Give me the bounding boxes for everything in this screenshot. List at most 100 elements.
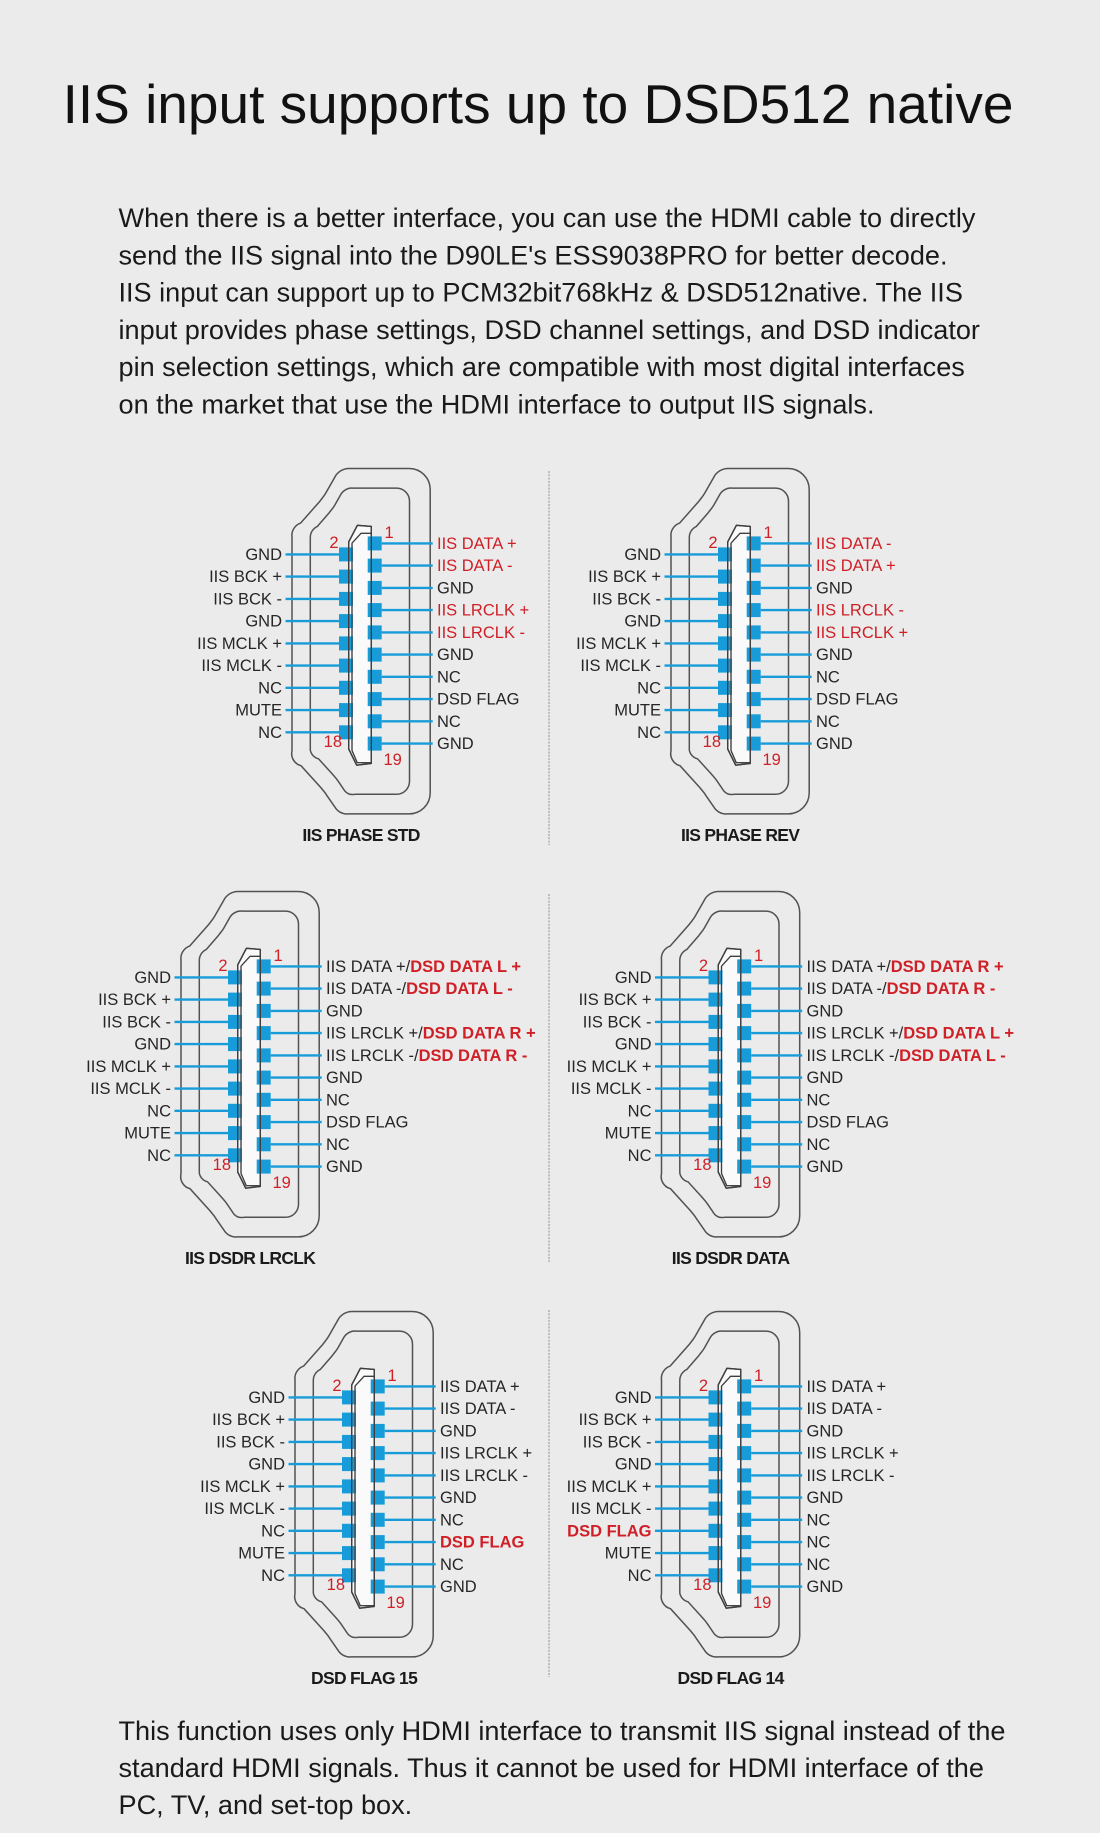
svg-text:1: 1 (754, 947, 763, 965)
svg-text:GND: GND (437, 580, 474, 598)
svg-text:GND: GND (326, 1003, 363, 1021)
svg-text:19: 19 (387, 1594, 405, 1612)
svg-text:GND: GND (615, 1036, 652, 1054)
svg-text:NC: NC (816, 713, 840, 731)
svg-text:IIS MCLK +: IIS MCLK + (567, 1478, 652, 1496)
svg-text:IIS DATA -: IIS DATA - (807, 1400, 882, 1418)
svg-text:GND: GND (440, 1489, 477, 1507)
svg-text:IIS DSDR LRCLK: IIS DSDR LRCLK (185, 1248, 316, 1268)
svg-text:NC: NC (807, 1091, 831, 1109)
svg-text:GND: GND (134, 969, 171, 987)
svg-text:DSD FLAG: DSD FLAG (326, 1114, 409, 1132)
svg-text:IIS DATA +: IIS DATA + (440, 1378, 520, 1396)
svg-text:IIS LRCLK +: IIS LRCLK + (437, 602, 529, 620)
svg-text:19: 19 (753, 1174, 771, 1192)
svg-text:18: 18 (327, 1576, 345, 1594)
svg-text:GND: GND (326, 1158, 363, 1176)
svg-text:GND: GND (248, 1389, 285, 1407)
svg-text:NC: NC (258, 724, 282, 742)
svg-text:NC: NC (637, 679, 661, 697)
svg-text:IIS MCLK -: IIS MCLK - (571, 1500, 652, 1518)
svg-text:IIS MCLK +: IIS MCLK + (197, 635, 282, 653)
svg-text:standard HDMI signals. Thus it: standard HDMI signals. Thus it cannot be… (119, 1752, 984, 1783)
svg-text:IIS BCK -: IIS BCK - (213, 590, 282, 608)
svg-text:GND: GND (624, 613, 661, 631)
svg-text:IIS DATA +: IIS DATA + (807, 1378, 887, 1396)
svg-text:19: 19 (384, 751, 402, 769)
svg-text:19: 19 (753, 1594, 771, 1612)
svg-text:MUTE: MUTE (124, 1125, 171, 1143)
svg-text:DSD FLAG: DSD FLAG (437, 691, 520, 709)
svg-text:1: 1 (388, 1367, 397, 1385)
svg-text:DSD FLAG: DSD FLAG (567, 1522, 651, 1540)
svg-text:NC: NC (628, 1567, 652, 1585)
svg-text:2: 2 (708, 534, 717, 552)
svg-text:2: 2 (218, 957, 227, 975)
svg-text:IIS LRCLK -/DSD DATA L -: IIS LRCLK -/DSD DATA L - (807, 1047, 1006, 1065)
svg-text:IIS BCK +: IIS BCK + (579, 1411, 652, 1429)
svg-text:IIS BCK +: IIS BCK + (98, 991, 171, 1009)
svg-text:send the IIS signal into the D: send the IIS signal into the D90LE's ESS… (119, 239, 948, 270)
svg-text:18: 18 (693, 1576, 711, 1594)
svg-text:IIS DATA +/DSD DATA L +: IIS DATA +/DSD DATA L + (326, 958, 521, 976)
svg-text:GND: GND (816, 580, 853, 598)
svg-text:MUTE: MUTE (605, 1545, 652, 1563)
svg-text:IIS BCK +: IIS BCK + (588, 568, 661, 586)
svg-text:IIS MCLK +: IIS MCLK + (200, 1478, 285, 1496)
svg-text:2: 2 (699, 1377, 708, 1395)
svg-text:NC: NC (807, 1136, 831, 1154)
svg-text:GND: GND (816, 735, 853, 753)
svg-text:NC: NC (628, 1147, 652, 1165)
svg-text:NC: NC (628, 1102, 652, 1120)
svg-text:IIS DATA +: IIS DATA + (437, 535, 517, 553)
svg-text:DSD FLAG: DSD FLAG (807, 1114, 890, 1132)
svg-text:GND: GND (437, 735, 474, 753)
svg-text:1: 1 (274, 947, 283, 965)
svg-text:IIS LRCLK -: IIS LRCLK - (816, 602, 904, 620)
svg-text:GND: GND (807, 1578, 844, 1596)
svg-text:GND: GND (134, 1036, 171, 1054)
svg-text:GND: GND (440, 1423, 477, 1441)
svg-text:18: 18 (703, 733, 721, 751)
svg-text:IIS BCK -: IIS BCK - (583, 1433, 652, 1451)
svg-text:IIS DATA -: IIS DATA - (816, 535, 891, 553)
svg-text:IIS BCK -: IIS BCK - (592, 590, 661, 608)
svg-text:NC: NC (637, 724, 661, 742)
svg-text:GND: GND (245, 613, 282, 631)
svg-text:IIS MCLK -: IIS MCLK - (201, 657, 282, 675)
svg-text:MUTE: MUTE (238, 1545, 285, 1563)
svg-text:IIS MCLK -: IIS MCLK - (580, 657, 661, 675)
svg-text:19: 19 (273, 1174, 291, 1192)
svg-text:IIS LRCLK +: IIS LRCLK + (440, 1445, 532, 1463)
svg-text:GND: GND (624, 546, 661, 564)
svg-text:DSD FLAG 14: DSD FLAG 14 (678, 1668, 785, 1688)
svg-text:IIS LRCLK +/DSD DATA R +: IIS LRCLK +/DSD DATA R + (326, 1025, 536, 1043)
svg-text:NC: NC (440, 1556, 464, 1574)
svg-text:IIS LRCLK +/DSD DATA L +: IIS LRCLK +/DSD DATA L + (807, 1025, 1015, 1043)
svg-text:NC: NC (807, 1534, 831, 1552)
svg-text:IIS LRCLK -: IIS LRCLK - (807, 1467, 895, 1485)
svg-text:IIS LRCLK +: IIS LRCLK + (816, 624, 908, 642)
svg-text:2: 2 (699, 957, 708, 975)
svg-text:IIS LRCLK -: IIS LRCLK - (437, 624, 525, 642)
svg-text:IIS input supports up to DSD51: IIS input supports up to DSD512 native (63, 73, 1014, 135)
svg-text:pin selection settings, which: pin selection settings, which are compat… (119, 351, 965, 382)
svg-text:2: 2 (332, 1377, 341, 1395)
svg-text:DSD FLAG: DSD FLAG (816, 691, 899, 709)
svg-text:IIS PHASE REV: IIS PHASE REV (681, 825, 800, 845)
svg-text:IIS BCK +: IIS BCK + (579, 991, 652, 1009)
svg-text:2: 2 (329, 534, 338, 552)
svg-text:IIS DSDR DATA: IIS DSDR DATA (672, 1248, 791, 1268)
svg-text:IIS PHASE STD: IIS PHASE STD (302, 825, 419, 845)
svg-text:input provides phase settings,: input provides phase settings, DSD chann… (119, 314, 980, 345)
svg-text:18: 18 (693, 1156, 711, 1174)
svg-text:NC: NC (807, 1556, 831, 1574)
svg-text:NC: NC (816, 668, 840, 686)
svg-text:NC: NC (261, 1567, 285, 1585)
svg-text:19: 19 (763, 751, 781, 769)
svg-text:GND: GND (437, 646, 474, 664)
svg-text:IIS BCK +: IIS BCK + (209, 568, 282, 586)
svg-text:IIS DATA -: IIS DATA - (437, 557, 512, 575)
svg-text:IIS MCLK +: IIS MCLK + (86, 1058, 171, 1076)
svg-text:IIS LRCLK +: IIS LRCLK + (807, 1445, 899, 1463)
